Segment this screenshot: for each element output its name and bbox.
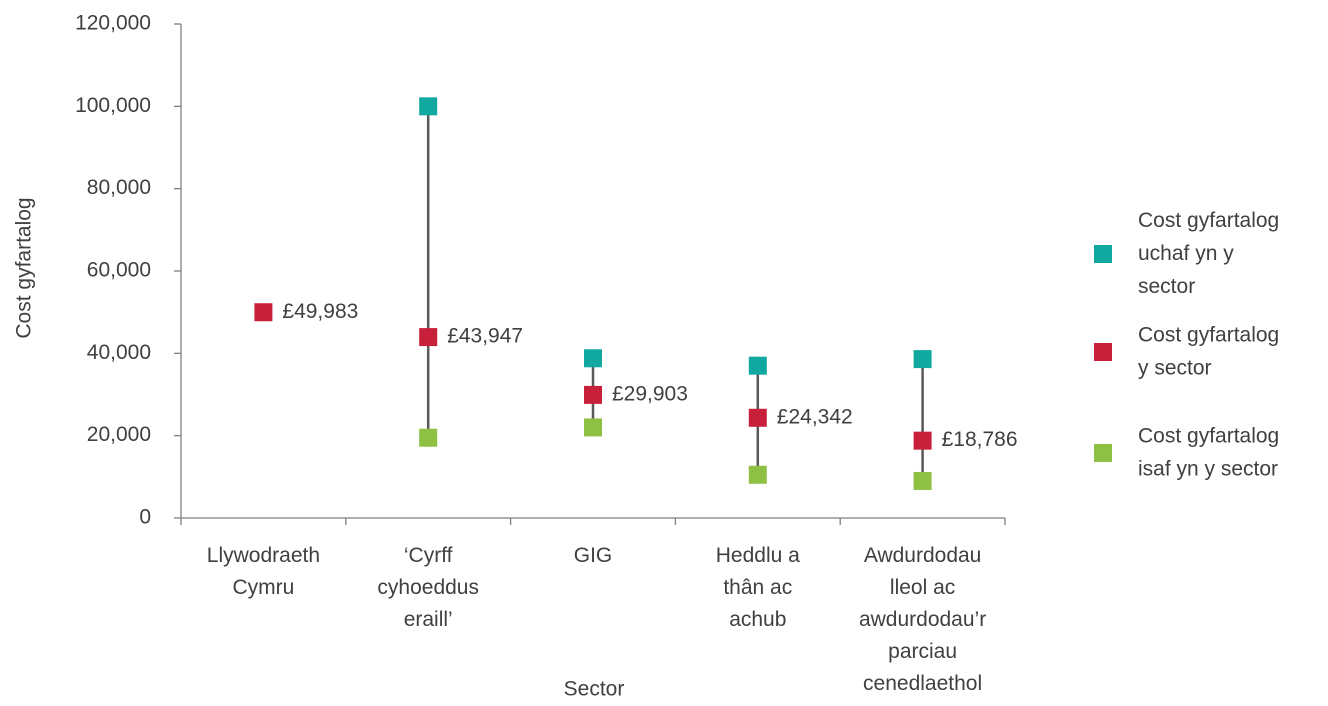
marker: [584, 418, 602, 437]
marker: [748, 356, 767, 375]
marker: [254, 303, 273, 322]
x-tick-label: Llywodraeth Cymru: [207, 544, 320, 599]
marker: [419, 97, 438, 116]
legend-label: Cost gyfartalog y sector: [1138, 323, 1279, 379]
y-tick-label: 100,000: [75, 94, 151, 117]
x-tick-label: ‘Cyrff cyhoeddus eraill’: [377, 544, 479, 631]
marker: [748, 465, 767, 484]
x-tick-label: Heddlu a thân ac achub: [716, 544, 800, 631]
data-label: £49,983: [282, 300, 358, 323]
legend-label: Cost gyfartalog isaf yn y sector: [1138, 424, 1279, 480]
y-tick-label: 80,000: [87, 176, 151, 199]
marker: [584, 385, 602, 404]
y-tick-label: 120,000: [75, 12, 151, 35]
legend-marker: [1094, 343, 1112, 361]
x-tick-label: GIG: [574, 544, 613, 567]
marker: [913, 350, 932, 369]
marker: [584, 349, 602, 368]
y-tick-label: 0: [139, 506, 151, 529]
legend-label: Cost gyfartalog uchaf yn y sector: [1138, 209, 1279, 298]
y-tick-label: 60,000: [87, 259, 151, 282]
data-label: £24,342: [777, 405, 853, 428]
marker: [748, 408, 767, 427]
data-label: £18,786: [942, 428, 1018, 451]
data-label: £43,947: [447, 325, 523, 348]
x-tick-label: Awdurdodau lleol ac awdurdodau’r parciau cen…: [859, 544, 986, 695]
x-axis-title: Sector: [564, 678, 625, 701]
marker: [419, 428, 438, 447]
marker: [913, 431, 932, 450]
marker: [419, 328, 438, 347]
legend-marker: [1094, 444, 1112, 462]
legend-marker: [1094, 245, 1112, 263]
data-label: £29,903: [612, 382, 688, 405]
y-axis-title: Cost gyfartalog: [13, 197, 36, 338]
marker: [913, 471, 932, 490]
y-tick-label: 40,000: [87, 341, 151, 364]
y-tick-label: 20,000: [87, 423, 151, 446]
